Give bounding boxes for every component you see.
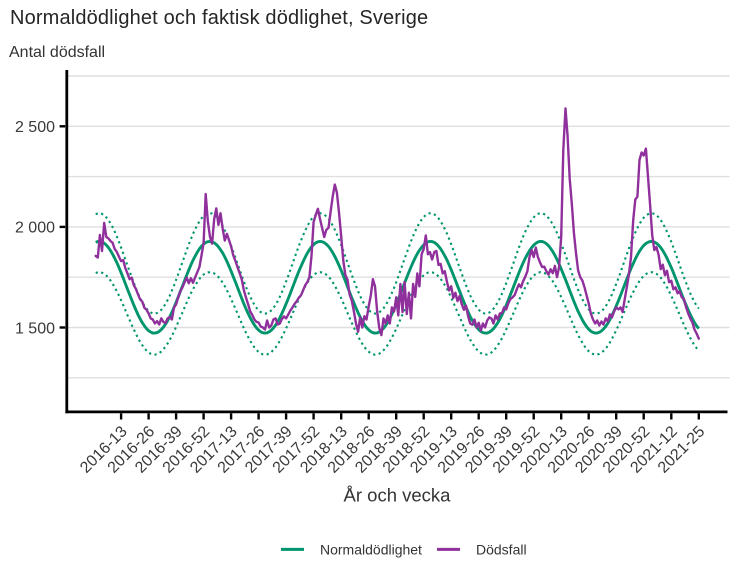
svg-text:2 000: 2 000 [15,220,55,237]
svg-text:2 500: 2 500 [15,119,55,136]
svg-text:År och vecka: År och vecka [344,484,452,505]
svg-text:Antal dödsfall: Antal dödsfall [9,44,105,61]
svg-text:Normaldödlighet och faktisk dö: Normaldödlighet och faktisk dödlighet, S… [10,7,428,29]
svg-text:Dödsfall: Dödsfall [476,541,527,557]
svg-text:Normaldödlighet: Normaldödlighet [320,541,422,557]
svg-text:1 500: 1 500 [15,320,55,337]
